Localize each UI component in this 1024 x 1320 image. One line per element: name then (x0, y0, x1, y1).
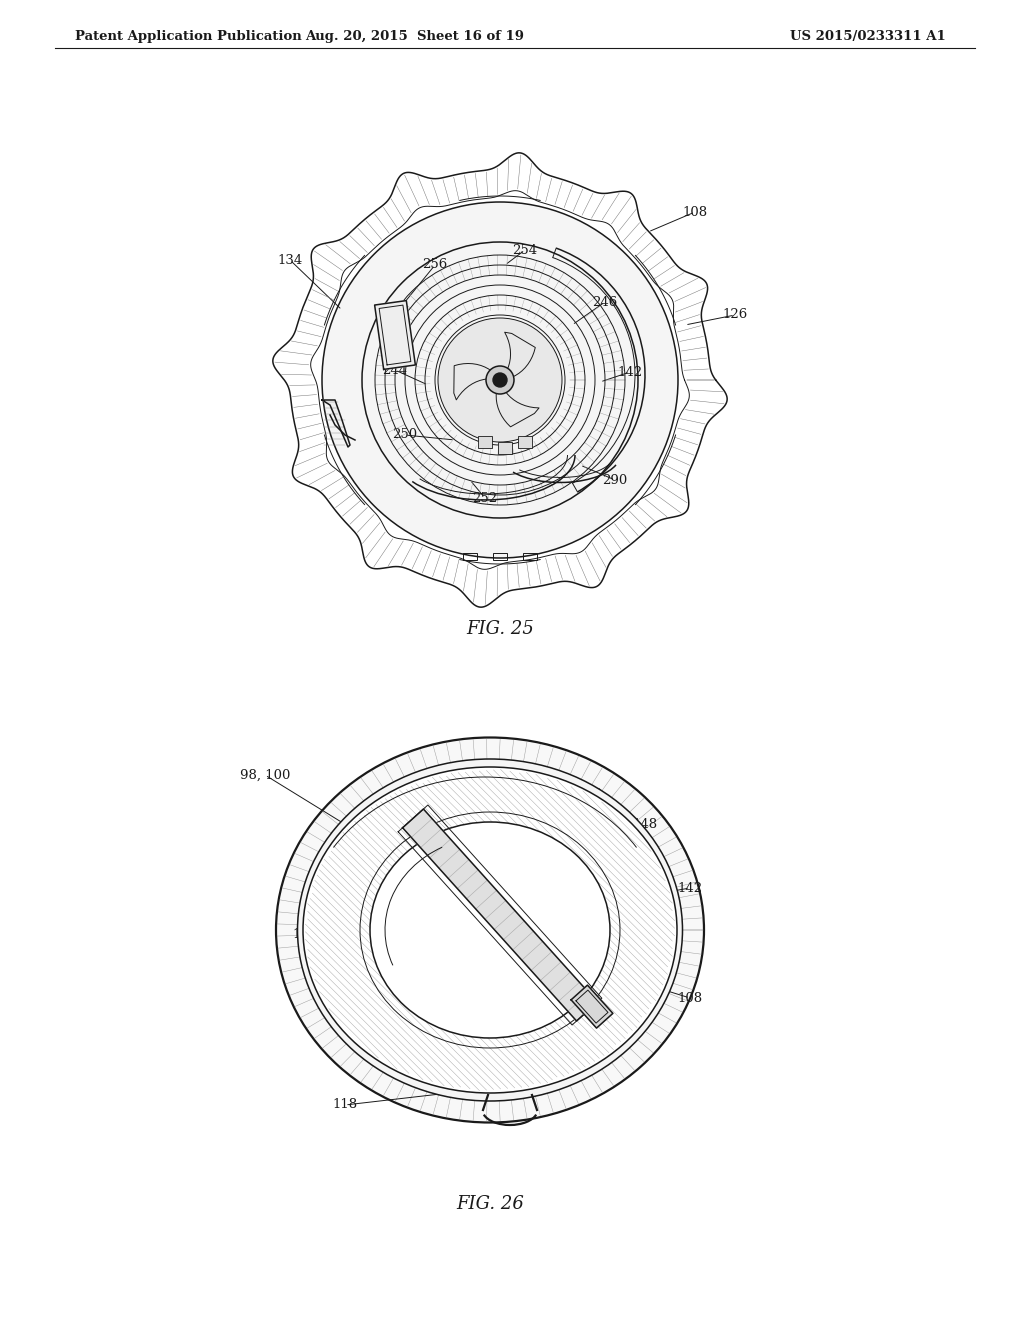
Bar (523, 553, 537, 560)
Polygon shape (375, 301, 416, 370)
Circle shape (493, 374, 507, 387)
Text: 112: 112 (293, 928, 317, 941)
Circle shape (438, 318, 562, 442)
Text: 256: 256 (422, 259, 447, 272)
Polygon shape (402, 809, 597, 1020)
Text: 134: 134 (278, 253, 303, 267)
Circle shape (486, 366, 514, 393)
Text: 252: 252 (472, 491, 498, 504)
Bar (493, 553, 507, 560)
Polygon shape (571, 985, 613, 1028)
Text: 246: 246 (592, 296, 617, 309)
Text: FIG. 25: FIG. 25 (466, 620, 534, 638)
Text: US 2015/0233311 A1: US 2015/0233311 A1 (790, 30, 946, 44)
Text: 254: 254 (512, 243, 538, 256)
Text: Aug. 20, 2015  Sheet 16 of 19: Aug. 20, 2015 Sheet 16 of 19 (305, 30, 524, 44)
Text: 108: 108 (678, 991, 702, 1005)
Text: 108: 108 (682, 206, 708, 219)
Text: Patent Application Publication: Patent Application Publication (75, 30, 302, 44)
Polygon shape (322, 400, 350, 447)
Text: 118: 118 (333, 1098, 357, 1111)
Ellipse shape (370, 822, 610, 1038)
Text: 250: 250 (392, 429, 418, 441)
Circle shape (322, 202, 678, 558)
Text: 142: 142 (617, 366, 643, 379)
Text: 150: 150 (578, 788, 602, 801)
Bar (518, 436, 532, 447)
Ellipse shape (303, 767, 677, 1093)
Bar (478, 436, 492, 447)
Text: 290: 290 (602, 474, 628, 487)
Ellipse shape (276, 738, 705, 1122)
Text: 126: 126 (722, 309, 748, 322)
Text: 148: 148 (633, 818, 657, 832)
Ellipse shape (298, 759, 683, 1101)
Text: 98, 100: 98, 100 (240, 768, 290, 781)
Bar (498, 442, 512, 454)
Text: 142: 142 (678, 882, 702, 895)
Text: FIG. 26: FIG. 26 (456, 1195, 524, 1213)
Text: 244: 244 (382, 363, 408, 376)
Bar (463, 553, 477, 560)
